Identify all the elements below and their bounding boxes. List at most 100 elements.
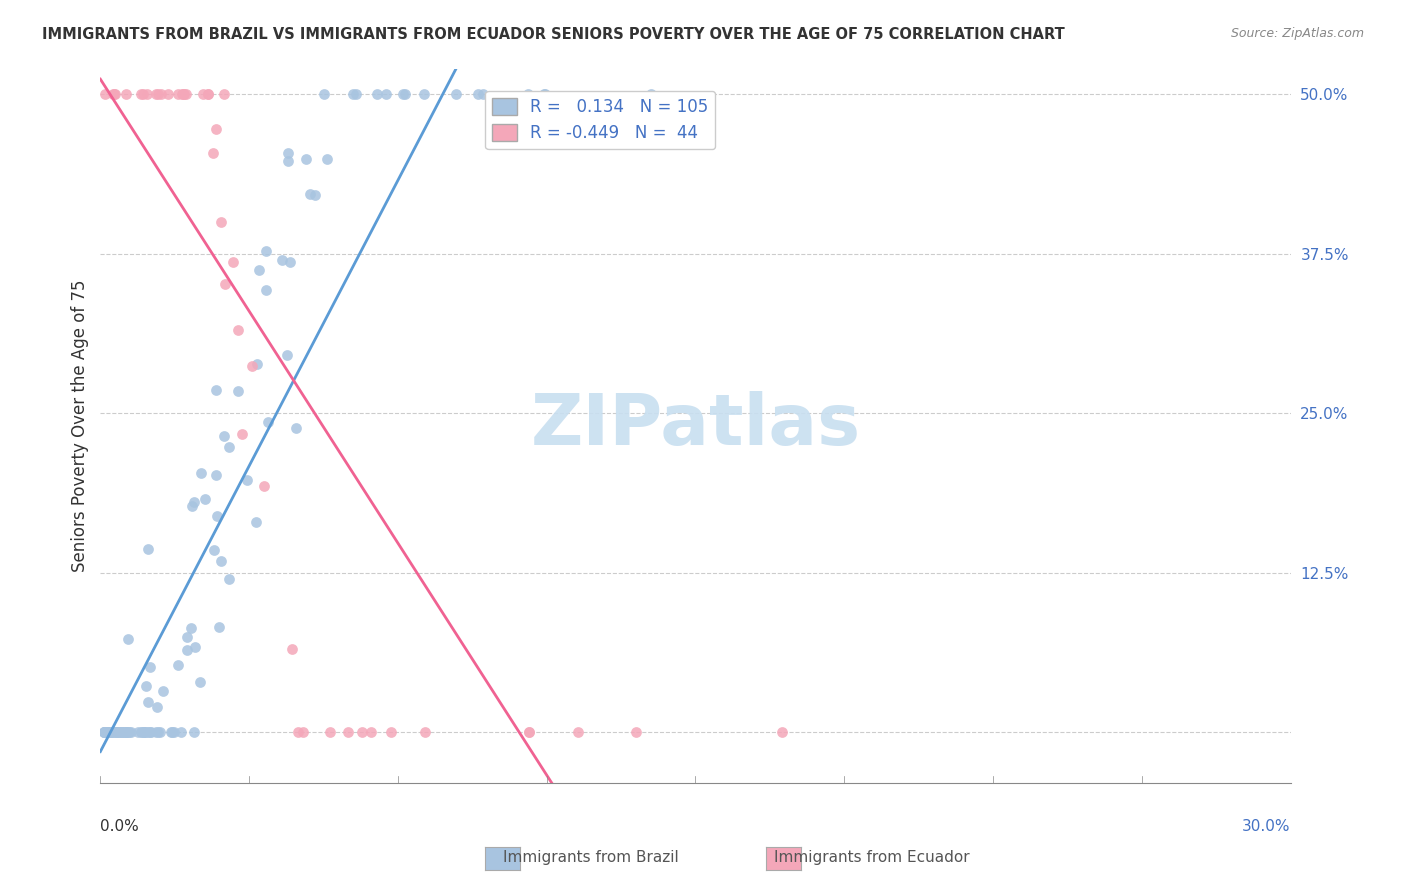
Point (176, 642, 198, 657)
Text: Immigrants from Brazil: Immigrants from Brazil (503, 850, 678, 865)
Point (446, 87, 468, 101)
Point (173, 87, 195, 101)
Point (114, 725, 136, 739)
Point (314, 87, 336, 101)
Point (337, 725, 360, 739)
Point (413, 87, 436, 101)
Point (205, 467, 228, 482)
Point (245, 516, 267, 530)
Point (295, 153, 318, 167)
Point (105, 725, 128, 739)
Point (640, 87, 662, 101)
Point (98, 725, 121, 739)
Point (132, 725, 155, 739)
Point (135, 725, 157, 739)
Point (97, 725, 120, 739)
Point (150, 87, 173, 101)
Point (247, 263, 270, 277)
Point (108, 725, 131, 739)
Point (517, 725, 540, 739)
Point (145, 725, 167, 739)
Point (350, 725, 373, 739)
Point (254, 283, 277, 297)
Point (94, 725, 117, 739)
Point (214, 277, 236, 291)
Point (256, 415, 278, 429)
Point (112, 725, 135, 739)
Point (471, 87, 494, 101)
Point (299, 186, 322, 201)
Text: IMMIGRANTS FROM BRAZIL VS IMMIGRANTS FROM ECUADOR SENIORS POVERTY OVER THE AGE O: IMMIGRANTS FROM BRAZIL VS IMMIGRANTS FRO… (42, 27, 1064, 42)
Point (413, 725, 436, 739)
Point (197, 87, 219, 101)
Point (94, 87, 117, 101)
Point (156, 87, 179, 101)
Point (208, 620, 231, 634)
Legend: R =   0.134   N = 105, R = -0.449   N =  44: R = 0.134 N = 105, R = -0.449 N = 44 (485, 91, 716, 149)
Point (183, 725, 205, 739)
Point (218, 440, 240, 454)
Point (467, 87, 489, 101)
Point (117, 725, 139, 739)
Point (205, 122, 228, 136)
Point (221, 255, 243, 269)
Point (375, 87, 398, 101)
Point (254, 244, 277, 258)
Point (104, 725, 127, 739)
Text: 0.0%: 0.0% (100, 819, 139, 834)
Point (146, 87, 169, 101)
Point (97, 725, 120, 739)
Point (226, 384, 249, 398)
Point (366, 87, 388, 101)
Point (101, 725, 124, 739)
Point (148, 725, 170, 739)
Point (166, 658, 188, 673)
Point (319, 725, 342, 739)
Point (391, 87, 413, 101)
Point (96, 725, 118, 739)
Point (183, 495, 205, 509)
Point (342, 87, 364, 101)
Point (103, 87, 125, 101)
Point (235, 473, 257, 487)
Point (136, 87, 159, 101)
Point (228, 323, 250, 337)
Point (276, 348, 298, 362)
Text: 30.0%: 30.0% (1241, 819, 1291, 834)
Point (170, 725, 193, 739)
Point (93, 725, 115, 739)
Point (96, 725, 118, 739)
Point (93, 725, 115, 739)
Point (246, 357, 269, 371)
Point (188, 674, 211, 689)
Point (517, 87, 540, 101)
Point (280, 642, 302, 657)
Point (194, 492, 217, 507)
Point (205, 383, 228, 397)
Point (115, 725, 138, 739)
Point (519, 725, 541, 739)
Point (129, 87, 152, 101)
Point (180, 621, 202, 635)
Point (770, 725, 793, 739)
Point (534, 87, 557, 101)
Point (212, 87, 235, 101)
Point (190, 466, 212, 480)
Point (360, 725, 382, 739)
Point (120, 725, 142, 739)
Text: ZIPatlas: ZIPatlas (530, 392, 860, 460)
Point (136, 541, 159, 556)
Point (127, 725, 149, 739)
Point (202, 543, 225, 558)
Point (93, 725, 115, 739)
Point (104, 725, 127, 739)
Y-axis label: Seniors Poverty Over the Age of 75: Seniors Poverty Over the Age of 75 (72, 279, 89, 572)
Point (394, 87, 416, 101)
Point (277, 154, 299, 169)
Point (141, 725, 163, 739)
Point (271, 253, 294, 268)
Point (231, 426, 253, 441)
Point (184, 640, 207, 654)
Point (284, 421, 307, 435)
Point (181, 499, 204, 513)
